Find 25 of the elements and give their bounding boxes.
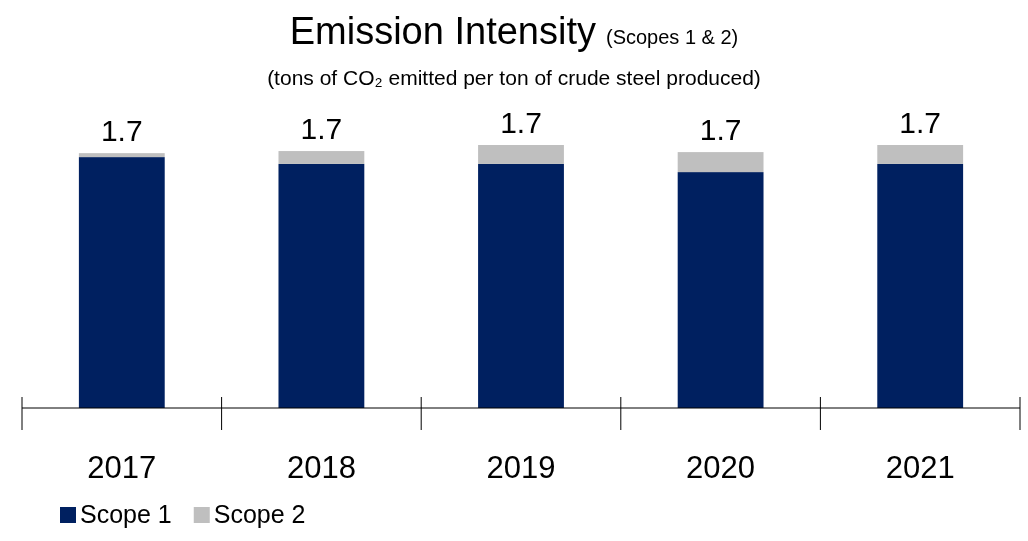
bar (278, 163, 365, 408)
bar (877, 163, 964, 408)
bar (677, 152, 764, 173)
bar (877, 145, 964, 164)
chart-subtitle: (Scopes 1 & 2) (605, 26, 739, 48)
annotation: 1.7 (300, 112, 343, 146)
x-tick-label: 2018 (286, 450, 356, 485)
legend-label: Scope 2 (213, 500, 306, 528)
annotation: 1.7 (699, 113, 742, 147)
x-tick-label: 2021 (885, 450, 955, 485)
bar (78, 153, 165, 158)
legend-label: Scope 1 (80, 500, 172, 528)
bar (677, 172, 764, 408)
bar (478, 145, 564, 164)
y-axis-title: (tons of CO₂ emitted per ton of crude steel produced) (267, 66, 761, 89)
x-tick-label: 2019 (486, 450, 556, 485)
bar (278, 151, 365, 164)
x-tick-label: 2017 (87, 450, 157, 485)
bar (478, 163, 564, 408)
bar (78, 157, 165, 408)
annotation: 1.7 (500, 106, 542, 139)
annotation: 1.7 (899, 106, 942, 139)
annotation: 1.7 (100, 114, 143, 148)
x-tick-label: 2020 (686, 450, 756, 485)
chart-title: Emission Intensity (289, 10, 596, 52)
